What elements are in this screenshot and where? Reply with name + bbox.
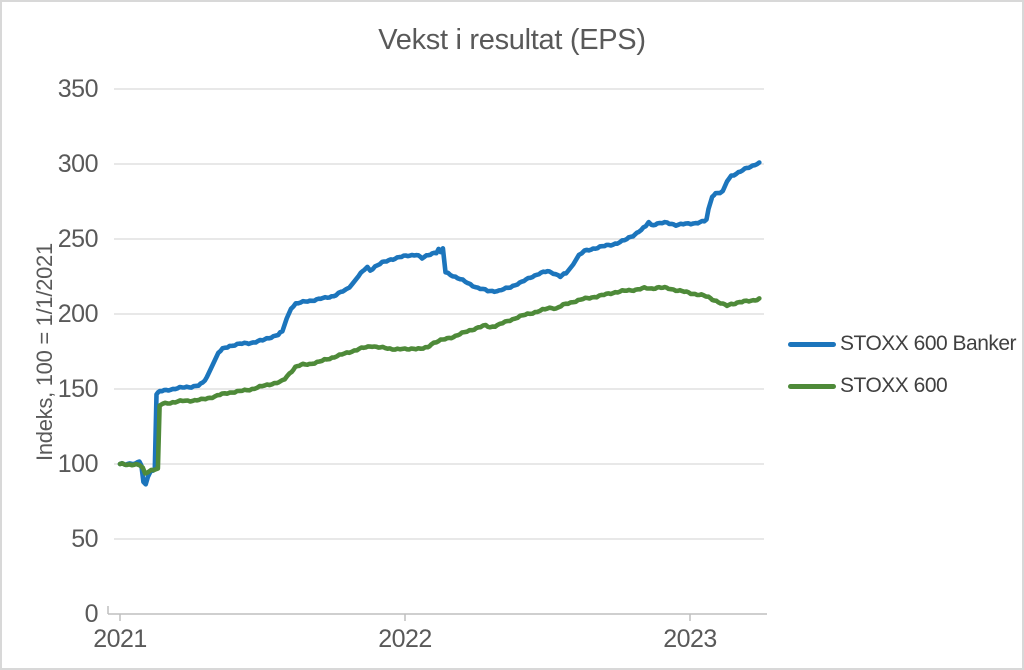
y-tick-0: 0 (84, 600, 99, 628)
legend: STOXX 600 Banker STOXX 600 (788, 329, 1022, 401)
legend-swatch-blue-icon (788, 341, 836, 347)
legend-label: STOXX 600 Banker (840, 332, 1017, 355)
legend-item-stoxx-600: STOXX 600 (788, 371, 1022, 401)
legend-item-stoxx-600-banker: STOXX 600 Banker (788, 329, 1022, 359)
x-tick-2021: 2021 (93, 625, 147, 653)
y-tick-250: 250 (57, 225, 99, 253)
y-tick-200: 200 (57, 300, 99, 328)
legend-swatch-green-icon (788, 383, 836, 389)
series-line-stoxx-600-banker (117, 160, 762, 487)
y-tick-350: 350 (57, 75, 99, 103)
gridlines (114, 88, 764, 540)
y-tick-150: 150 (57, 375, 99, 403)
y-tick-100: 100 (57, 450, 99, 478)
series-line-stoxx-600 (117, 284, 762, 476)
y-tick-300: 300 (57, 150, 99, 178)
y-tick-50: 50 (71, 525, 98, 553)
chart-title: Vekst i resultat (EPS) (378, 24, 646, 56)
x-axis (107, 606, 767, 621)
x-tick-2023: 2023 (663, 625, 717, 653)
legend-label: STOXX 600 (840, 374, 948, 397)
x-tick-2022: 2022 (378, 625, 432, 653)
